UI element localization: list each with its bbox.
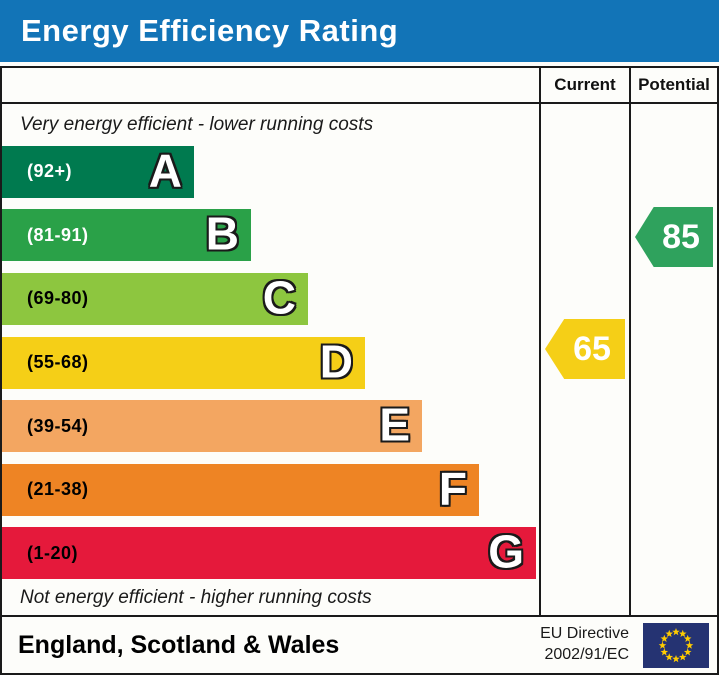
band-range-C: (69-80) (27, 288, 89, 309)
band-letter-F: F (438, 462, 467, 515)
band-row-D: (55-68) D (2, 331, 539, 395)
bands-container: (92+) A (81-91) B (69-80) C (55-68) D (39-54) E (2… (2, 140, 539, 585)
band-range-G: (1-20) (27, 542, 79, 563)
title-bar: Energy Efficiency Rating (0, 0, 719, 62)
page-title: Energy Efficiency Rating (21, 13, 399, 48)
current-rating-value: 65 (573, 329, 611, 368)
eu-directive-line2: 2002/91/EC (544, 646, 629, 663)
footer-region-label: England, Scotland & Wales (18, 630, 340, 659)
eu-directive-line1: EU Directive (540, 625, 629, 643)
band-letter-D: D (319, 335, 353, 388)
eu-directive-label: EU Directive 2002/91/EC (540, 624, 629, 666)
current-column: 65 (539, 104, 629, 615)
rating-scale: Very energy efficient - lower running co… (2, 104, 539, 615)
band-range-B: (81-91) (27, 224, 89, 245)
header-cell-current: Current (539, 68, 629, 102)
band-row-F: (21-38) F (2, 458, 539, 522)
band-letter-G: G (488, 525, 524, 578)
band-letter-E: E (379, 398, 410, 451)
column-header-current: Current (554, 75, 616, 94)
table-footer-row: England, Scotland & Wales EU Directive 2… (2, 615, 717, 673)
band-D: (55-68) D (2, 335, 365, 389)
band-row-A: (92+) A (2, 140, 539, 204)
band-A: (92+) A (2, 144, 194, 198)
band-C: (69-80) C (2, 271, 308, 325)
band-row-B: (81-91) B (2, 204, 539, 268)
table-header-row: Current Potential (2, 68, 717, 104)
potential-rating-arrow: 85 (635, 207, 713, 267)
band-row-G: (1-20) G (2, 521, 539, 585)
band-range-D: (55-68) (27, 352, 89, 373)
band-letter-A: A (148, 144, 182, 197)
rating-table: Current Potential Very energy efficient … (0, 66, 719, 675)
header-cell-main (2, 68, 539, 102)
potential-rating-value: 85 (662, 217, 700, 256)
header-cell-potential: Potential (629, 68, 717, 102)
band-row-C: (69-80) C (2, 267, 539, 331)
band-G: (1-20) G (2, 525, 536, 580)
caption-bottom: Not energy efficient - higher running co… (20, 587, 372, 608)
potential-column: 85 (629, 104, 717, 615)
column-header-potential: Potential (638, 75, 710, 94)
band-E: (39-54) E (2, 398, 422, 453)
band-F: (21-38) F (2, 462, 479, 516)
eu-flag-icon (643, 622, 709, 668)
band-range-E: (39-54) (27, 415, 89, 436)
band-letter-C: C (262, 271, 296, 324)
caption-top: Very energy efficient - lower running co… (20, 114, 374, 135)
band-row-E: (39-54) E (2, 394, 539, 458)
band-range-F: (21-38) (27, 479, 89, 500)
table-body-row: Very energy efficient - lower running co… (2, 104, 717, 615)
band-letter-B: B (205, 207, 239, 260)
band-range-A: (92+) (27, 161, 73, 182)
current-rating-arrow: 65 (545, 319, 625, 379)
band-B: (81-91) B (2, 207, 251, 262)
